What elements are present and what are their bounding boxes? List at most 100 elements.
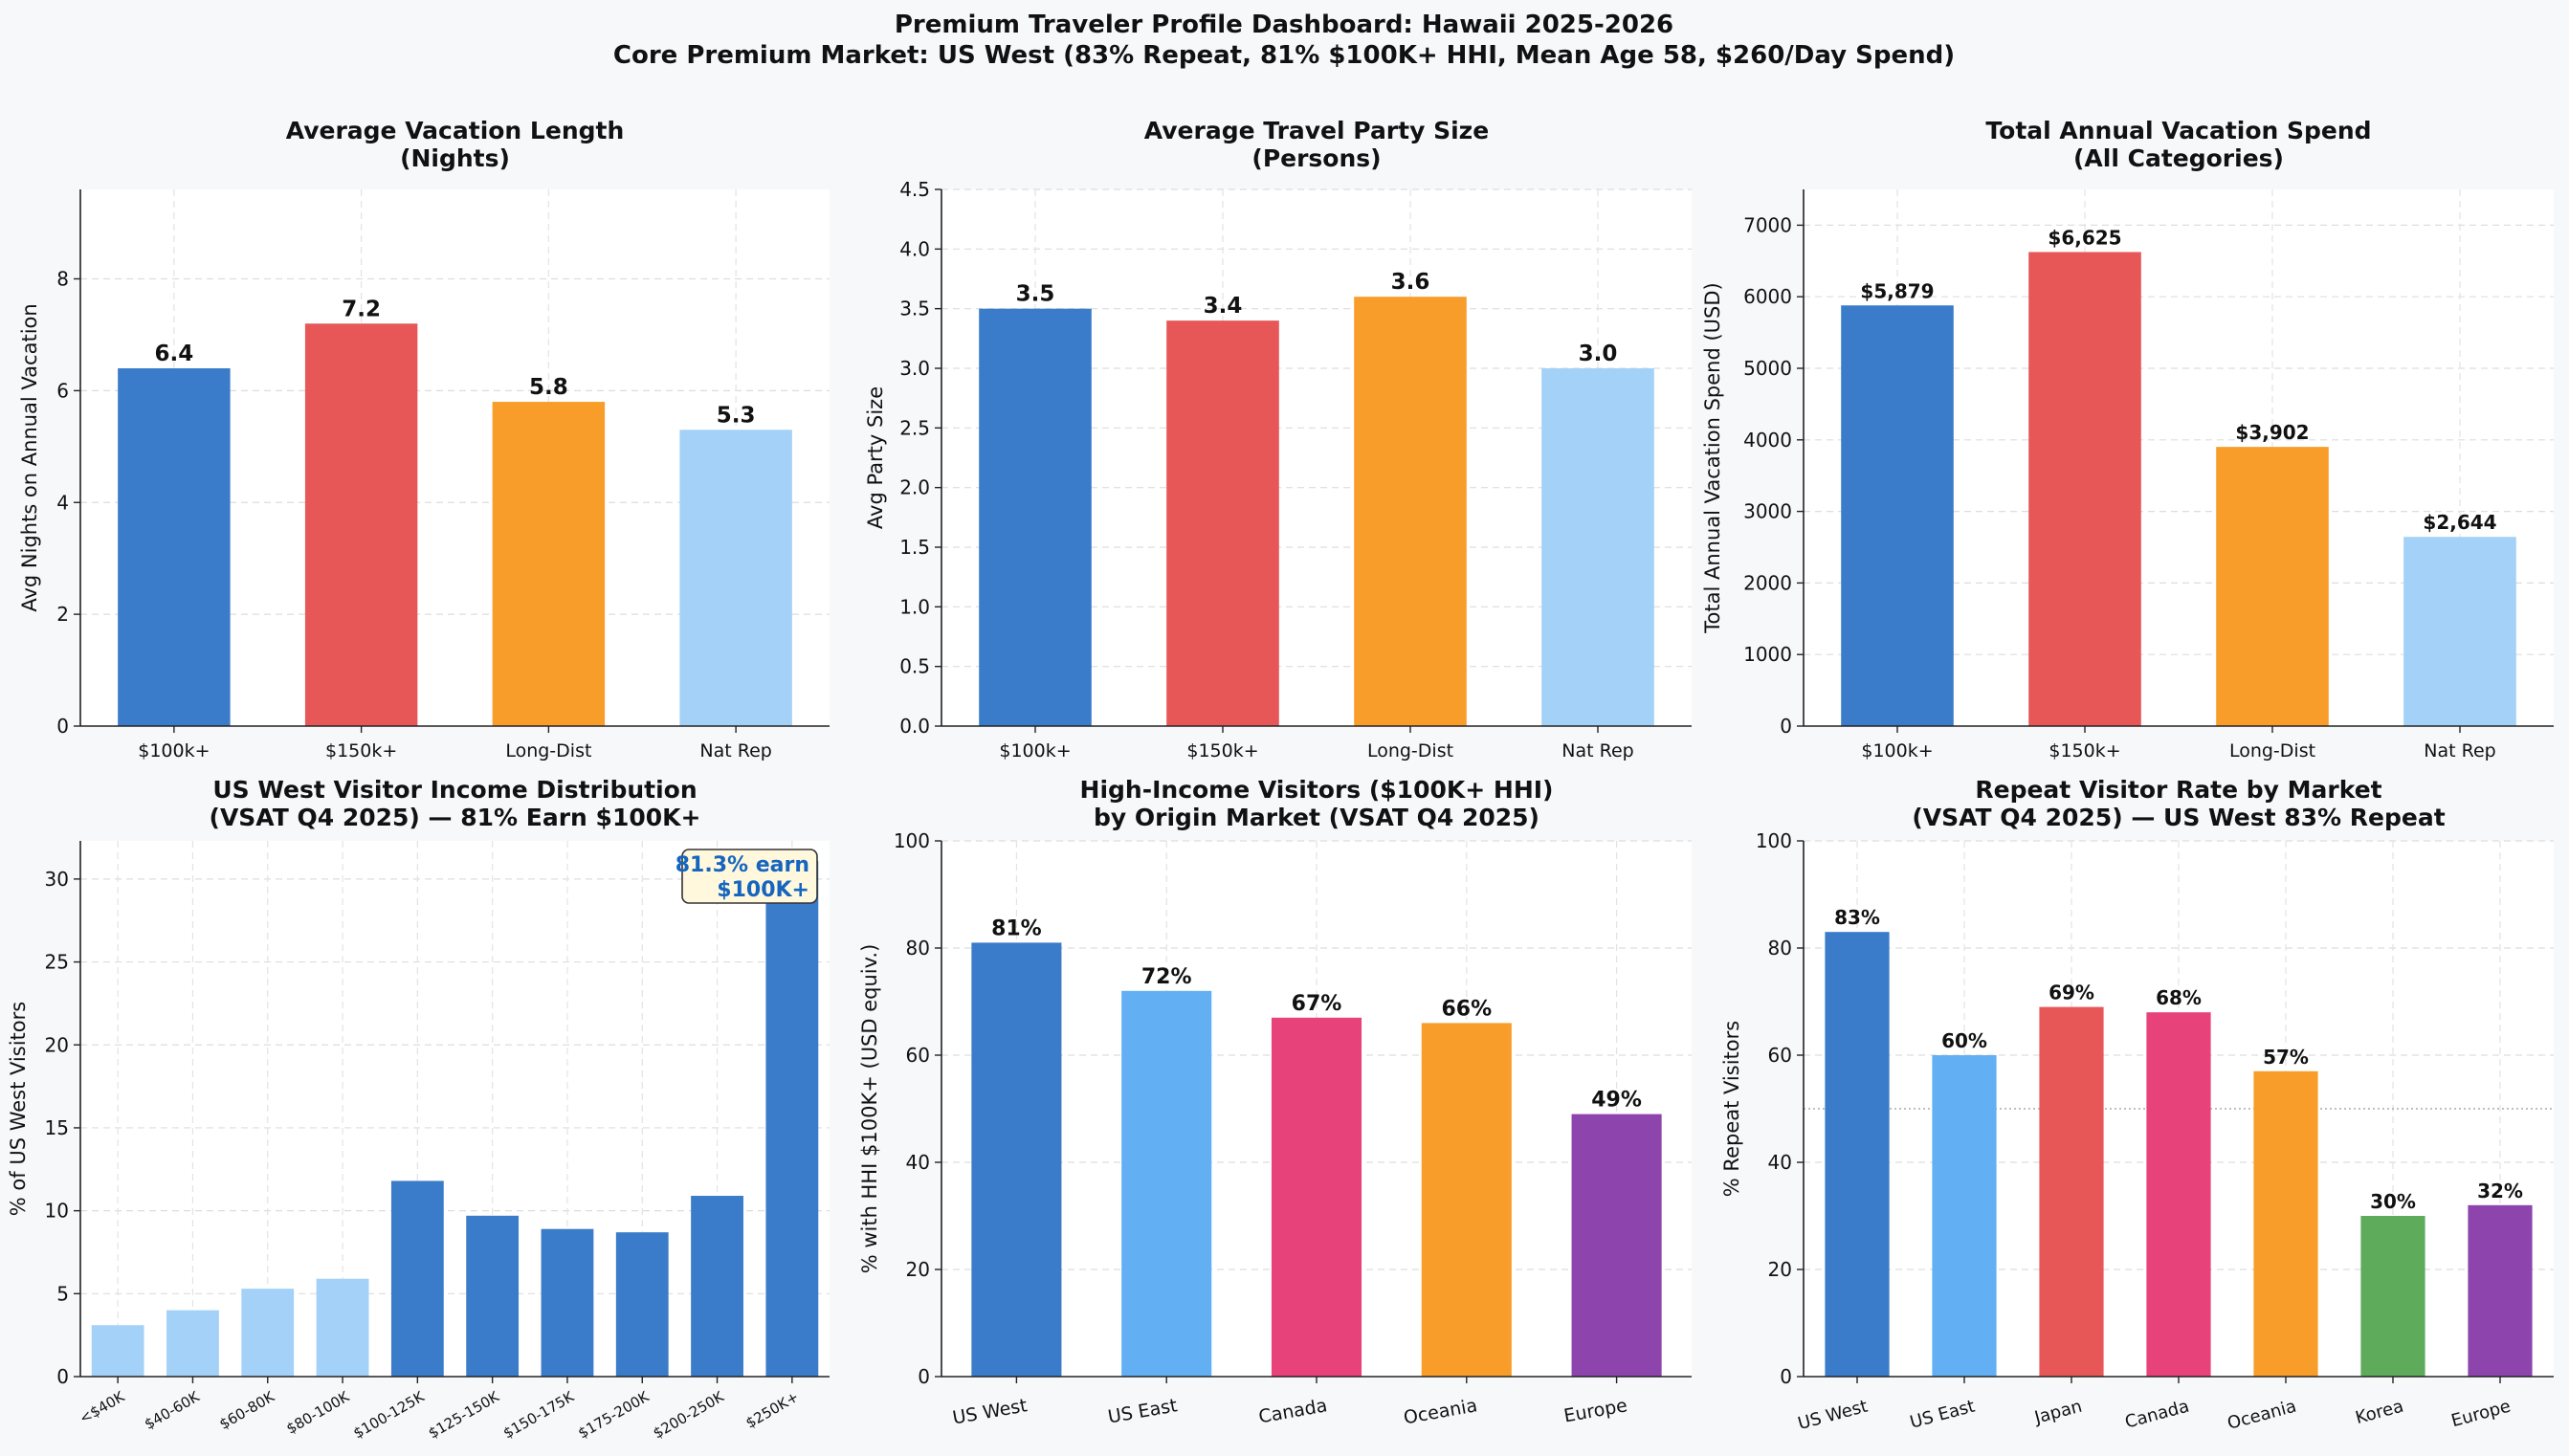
y-tick-label: 100	[894, 829, 930, 852]
data-label: 57%	[2263, 1046, 2309, 1069]
chart-title: Total Annual Vacation Spend	[1985, 117, 2371, 144]
chart-title: (Persons)	[1251, 144, 1381, 172]
chart-title: (Nights)	[400, 144, 510, 172]
bar	[2360, 1216, 2425, 1377]
x-tick-label: $150k+	[1186, 740, 1258, 761]
bar	[2146, 1012, 2211, 1377]
y-tick-label: 10	[45, 1200, 69, 1223]
bar	[304, 323, 418, 726]
y-axis-label: % Repeat Visitors	[1720, 1021, 1743, 1197]
y-tick-label: 2000	[1743, 571, 1792, 594]
bar	[691, 1196, 743, 1377]
y-tick-label: 6000	[1743, 285, 1792, 308]
data-label: $2,644	[2423, 511, 2496, 534]
x-tick-label: $150k+	[2049, 740, 2120, 761]
x-tick-label: US West	[1796, 1397, 1870, 1435]
bar	[1541, 368, 1654, 726]
x-tick-label: $125-150K	[426, 1387, 503, 1442]
data-label: 49%	[1591, 1089, 1642, 1113]
x-tick-label: $40-60K	[142, 1387, 204, 1433]
chart-title: (All Categories)	[2073, 144, 2284, 172]
x-tick-label: $100k+	[1861, 740, 1933, 761]
data-label: 3.6	[1391, 270, 1430, 295]
x-tick-label: Long-Dist	[2229, 740, 2315, 761]
bar	[979, 308, 1092, 726]
chart-title: (VSAT Q4 2025) — US West 83% Repeat	[1912, 804, 2445, 831]
bar	[316, 1278, 369, 1377]
x-tick-label: <$40K	[77, 1387, 128, 1427]
y-tick-label: 20	[1768, 1258, 1792, 1281]
bar	[118, 368, 231, 726]
bar	[2216, 447, 2329, 726]
bar	[1932, 1055, 1997, 1377]
data-label: 3.0	[1579, 342, 1618, 366]
y-tick-label: 80	[906, 937, 930, 960]
x-tick-label: Nat Rep	[699, 740, 771, 761]
bar	[166, 1310, 219, 1377]
y-tick-label: 25	[45, 951, 69, 974]
chart-title: High-Income Visitors ($100K+ HHI)	[1080, 776, 1554, 804]
y-tick-label: 0	[56, 1365, 69, 1388]
y-tick-label: 6	[56, 379, 69, 402]
data-label: 30%	[2370, 1190, 2416, 1213]
data-label: 68%	[2156, 986, 2202, 1009]
y-tick-label: 40	[1768, 1151, 1792, 1174]
bar	[615, 1232, 669, 1377]
bar	[91, 1325, 144, 1377]
y-tick-label: 4	[56, 491, 69, 514]
bar	[1571, 1114, 1662, 1377]
y-tick-label: 3.0	[899, 357, 930, 380]
y-tick-label: 4000	[1743, 429, 1792, 452]
data-label: 60%	[1941, 1029, 1987, 1052]
chart-title: (VSAT Q4 2025) — 81% Earn $100K+	[210, 804, 701, 831]
y-tick-label: 40	[906, 1151, 930, 1174]
data-label: 69%	[2049, 982, 2094, 1004]
y-tick-label: 0	[918, 1365, 930, 1388]
x-tick-label: $150-175K	[500, 1387, 578, 1442]
y-axis-label: Total Annual Vacation Spend (USD)	[1701, 282, 1724, 633]
chart-party-size: 3.5 3.4 3.6 3.0 0.0 0.5 1.0 1.5 2.0 2.5 3.0 3.5 4.0 4…	[864, 117, 1692, 761]
x-tick-label: $100-125K	[350, 1387, 428, 1442]
chart-title: Average Travel Party Size	[1144, 117, 1489, 144]
chart-title: US West Visitor Income Distribution	[212, 776, 697, 804]
bar	[1271, 1017, 1362, 1377]
x-tick-label: US East	[1106, 1395, 1179, 1427]
x-tick-label: US West	[951, 1395, 1029, 1428]
data-label: 66%	[1441, 997, 1492, 1021]
bar	[1825, 932, 1890, 1377]
dashboard-subtitle: Core Premium Market: US West (83% Repeat…	[613, 41, 1955, 70]
bar	[541, 1228, 594, 1377]
data-label: 72%	[1141, 965, 1192, 989]
chart-title: Average Vacation Length	[286, 117, 625, 144]
bar	[492, 402, 606, 726]
bar	[390, 1180, 444, 1377]
data-label: 7.2	[342, 297, 381, 321]
y-tick-label: 2.5	[899, 416, 930, 439]
x-tick-label: Nat Rep	[1561, 740, 1633, 761]
bar	[2253, 1070, 2318, 1377]
bar	[1421, 1023, 1512, 1377]
y-tick-label: 80	[1768, 937, 1792, 960]
bar	[765, 860, 819, 1377]
chart-repeat-rate: 83% 60% 69% 68% 57% 30% 32% 0 20 40 60 80 100 US West…	[1720, 776, 2554, 1434]
chart-vacation-length: 6.4 7.2 5.8 5.3 0 2 4 6 8 $100k+ $150k+ Long-Dist Na…	[18, 117, 830, 761]
y-tick-label: 1000	[1743, 643, 1792, 666]
y-tick-label: 4.5	[899, 178, 930, 201]
y-tick-label: 2.0	[899, 476, 930, 499]
y-axis-label: % of US West Visitors	[7, 1002, 30, 1216]
chart-title: by Origin Market (VSAT Q4 2025)	[1094, 804, 1539, 831]
y-tick-label: 100	[1756, 829, 1792, 852]
y-tick-label: 60	[906, 1044, 930, 1067]
y-tick-label: 3.5	[899, 298, 930, 320]
chart-high-income-by-market: 81% 72% 67% 66% 49% 0 20 40 60 80 100 US West US Eas…	[858, 776, 1692, 1429]
bar	[971, 942, 1062, 1377]
x-tick-label: Long-Dist	[505, 740, 591, 761]
data-label: $6,625	[2048, 226, 2121, 249]
dashboard-title: Premium Traveler Profile Dashboard: Hawa…	[895, 11, 1673, 39]
bar	[1166, 320, 1279, 726]
annotation-box: 81.3% earn$100K+	[675, 849, 818, 904]
x-tick-label: Nat Rep	[2424, 740, 2495, 761]
data-label: 67%	[1292, 992, 1342, 1016]
x-tick-label: $60-80K	[216, 1387, 278, 1433]
